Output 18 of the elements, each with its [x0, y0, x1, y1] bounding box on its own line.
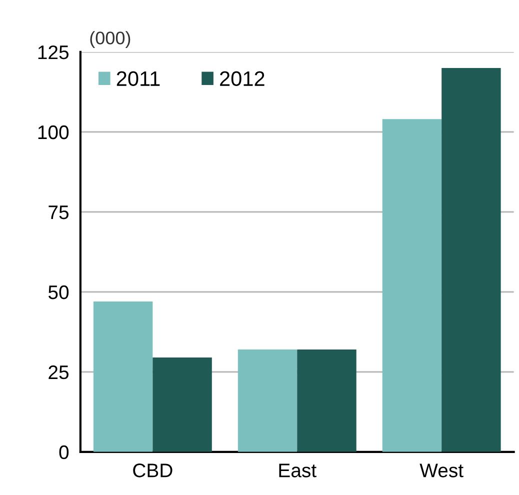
x-tick-label: West: [420, 464, 464, 478]
bar: [382, 119, 442, 452]
bar: [297, 350, 356, 452]
y-tick-label: 25: [48, 365, 69, 380]
x-tick-label: East: [279, 464, 316, 478]
y-tick-label: 100: [38, 125, 69, 140]
bar: [442, 68, 501, 452]
legend-label: 2012: [220, 71, 264, 86]
y-tick-label: 75: [48, 206, 69, 220]
y-tick-label: 125: [38, 45, 69, 60]
y-axis-title: (000): [90, 31, 130, 48]
y-tick-label: 50: [48, 285, 69, 300]
legend-label: 2011: [116, 71, 160, 86]
bar: [152, 358, 212, 452]
x-tick-label: CBD: [133, 464, 172, 478]
bar: [238, 350, 298, 452]
bar: [93, 302, 153, 452]
y-tick-label: 0: [59, 445, 69, 460]
